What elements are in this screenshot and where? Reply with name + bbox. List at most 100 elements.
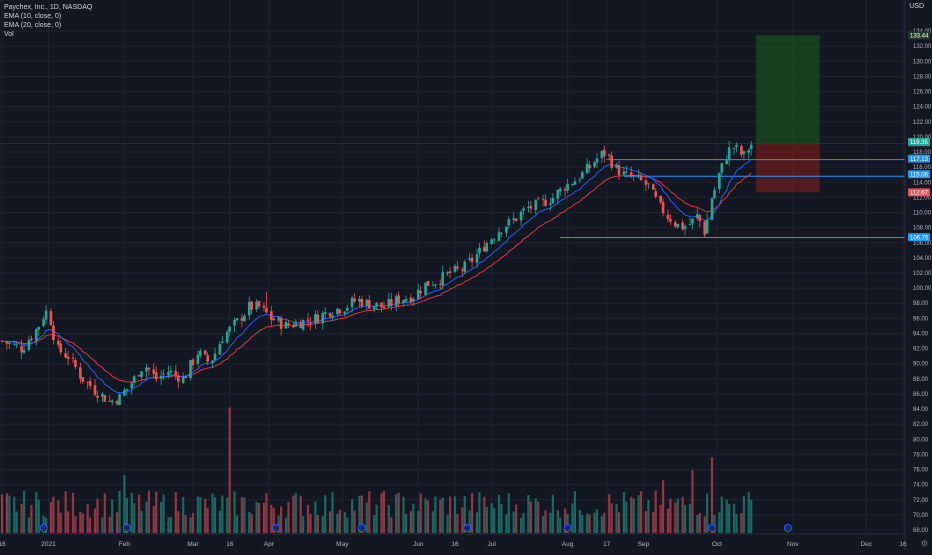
volume-bar	[485, 506, 488, 533]
candle-body	[272, 318, 276, 321]
candle-body	[12, 343, 16, 345]
candle-body	[81, 377, 85, 382]
candle-body	[52, 325, 55, 341]
candle-body	[294, 322, 298, 327]
volume-bar	[22, 490, 26, 533]
volume-bar	[404, 513, 408, 533]
volume-bar	[534, 498, 537, 533]
candle-body	[470, 257, 474, 263]
ema20-legend[interactable]: EMA (20, close, 0)	[4, 22, 62, 29]
candle-body	[88, 381, 92, 387]
candle-body	[103, 395, 107, 402]
volume-bar	[111, 499, 114, 533]
volume-bar	[358, 495, 361, 533]
dividend-marker	[39, 524, 48, 532]
candle-body	[372, 306, 376, 310]
volume-bar	[177, 511, 180, 533]
volume-bar	[221, 495, 224, 533]
candle-body	[44, 310, 48, 320]
price-tag-label: 117.13	[910, 157, 929, 163]
ema10-legend[interactable]: EMA (10, close, 0)	[4, 13, 62, 20]
dividend-marker-label: D	[274, 526, 278, 532]
price-tag	[908, 233, 930, 242]
candle-body	[595, 158, 599, 163]
price-tag-label: 119.35	[910, 140, 929, 146]
volume-bar	[255, 501, 258, 533]
volume-bar	[674, 502, 677, 533]
candle-body	[66, 356, 70, 359]
candle-body	[265, 307, 268, 313]
x-tick-label: Apr	[264, 541, 275, 548]
volume-bar	[397, 492, 400, 533]
volume-bar	[138, 494, 141, 533]
volume-bar	[235, 515, 239, 533]
volume-bar	[683, 504, 687, 533]
volume-bar	[615, 503, 618, 533]
candle-body	[250, 301, 254, 310]
y-tick-label: 132.00	[913, 44, 932, 50]
x-tick-label: Mar	[187, 541, 199, 548]
x-tick-label: 16	[0, 541, 6, 548]
y-tick-label: 76.00	[913, 468, 929, 474]
candle-body	[632, 175, 635, 177]
candle-body	[666, 214, 670, 219]
candle-body	[725, 160, 729, 164]
volume-bar	[588, 514, 591, 533]
candle-body	[365, 299, 369, 306]
volume-bar	[439, 499, 442, 533]
volume-bar	[226, 497, 229, 533]
x-tick-label: 16	[451, 541, 459, 548]
volume-bar	[206, 508, 209, 533]
volume-bar	[402, 497, 405, 533]
volume-bar	[52, 496, 55, 533]
candle-body	[607, 154, 611, 156]
y-tick-label: 118.00	[913, 150, 932, 156]
volume-bar	[57, 500, 60, 533]
candle-body	[34, 329, 38, 341]
volume-bar	[490, 503, 493, 533]
target-zone	[756, 35, 820, 144]
candle-body	[394, 296, 398, 306]
candle-body	[93, 385, 97, 395]
candle-body	[301, 320, 305, 330]
symbol-title[interactable]: Paychex, Inc., 1D, NASDAQ	[4, 4, 93, 11]
volume-bar	[174, 492, 177, 533]
volume-bar	[89, 517, 92, 533]
candle-body	[358, 299, 361, 302]
volume-bar	[314, 501, 317, 533]
candle-body	[659, 195, 662, 203]
dividend-marker-label: D	[360, 526, 364, 532]
candle-body	[676, 223, 680, 228]
y-tick-label: 122.00	[913, 120, 932, 126]
volume-bar	[5, 493, 8, 533]
volume-bar	[417, 510, 420, 533]
y-tick-label: 106.00	[913, 241, 932, 247]
x-tick-label: Nov	[787, 541, 799, 548]
candle-body	[336, 308, 339, 315]
candle-body	[718, 173, 721, 189]
volume-legend[interactable]: Vol	[4, 31, 14, 38]
settings-gear-icon[interactable]: ⚙	[920, 539, 928, 548]
volume-bar	[353, 510, 356, 533]
candle-body	[446, 272, 449, 274]
volume-bar	[265, 493, 268, 533]
volume-bar	[571, 503, 574, 533]
volume-bar	[409, 511, 412, 533]
candle-body	[57, 340, 60, 345]
volume-bar	[74, 515, 77, 533]
x-tick-label: May	[336, 541, 349, 548]
candle-body	[257, 301, 261, 307]
volume-bar	[108, 516, 111, 533]
volume-bar	[586, 513, 589, 533]
volume-bar	[204, 498, 207, 533]
volume-bar	[706, 493, 709, 533]
candle-body	[512, 218, 516, 221]
volume-bar	[573, 491, 577, 533]
volume-bar	[456, 514, 459, 533]
volume-bar	[431, 511, 435, 533]
currency-label[interactable]: USD	[909, 3, 924, 10]
volume-bar	[529, 501, 532, 533]
volume-bar	[302, 516, 305, 533]
